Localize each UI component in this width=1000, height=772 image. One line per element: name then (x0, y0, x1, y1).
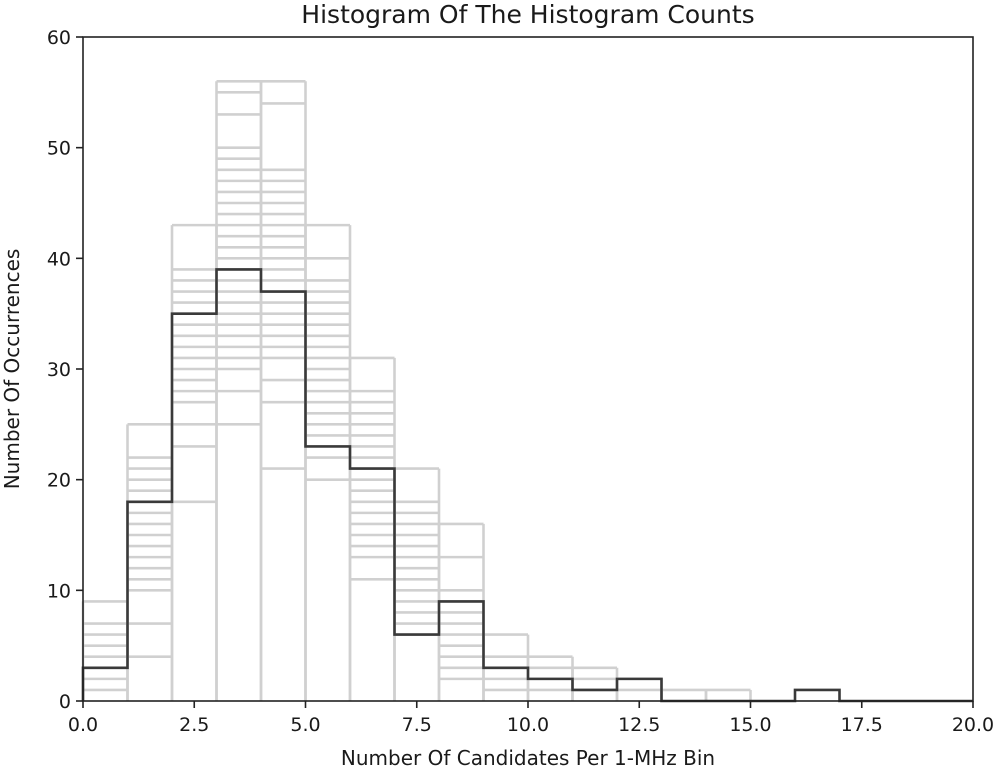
svg-text:20.0: 20.0 (952, 714, 994, 736)
svg-text:50: 50 (47, 138, 71, 160)
chart-title: Histogram Of The Histogram Counts (301, 0, 755, 29)
svg-text:30: 30 (47, 359, 71, 381)
x-axis-label: Number Of Candidates Per 1-MHz Bin (340, 746, 716, 770)
simulated-histograms (81, 79, 752, 701)
svg-text:15.0: 15.0 (729, 714, 771, 736)
y-axis-ticks: 0 10 20 30 40 50 60 (47, 27, 83, 713)
x-axis-ticks: 0.0 2.5 5.0 7.5 10.0 12.5 15.0 17.5 20.0 (68, 701, 994, 736)
svg-text:7.5: 7.5 (402, 714, 432, 736)
svg-text:40: 40 (47, 248, 71, 270)
svg-text:2.5: 2.5 (179, 714, 209, 736)
svg-text:0.0: 0.0 (68, 714, 98, 736)
svg-text:17.5: 17.5 (841, 714, 883, 736)
svg-text:12.5: 12.5 (618, 714, 660, 736)
svg-text:10.0: 10.0 (507, 714, 549, 736)
svg-text:10: 10 (47, 580, 71, 602)
svg-text:0: 0 (59, 691, 71, 713)
svg-text:5.0: 5.0 (290, 714, 320, 736)
svg-text:60: 60 (47, 27, 71, 49)
svg-text:20: 20 (47, 470, 71, 492)
